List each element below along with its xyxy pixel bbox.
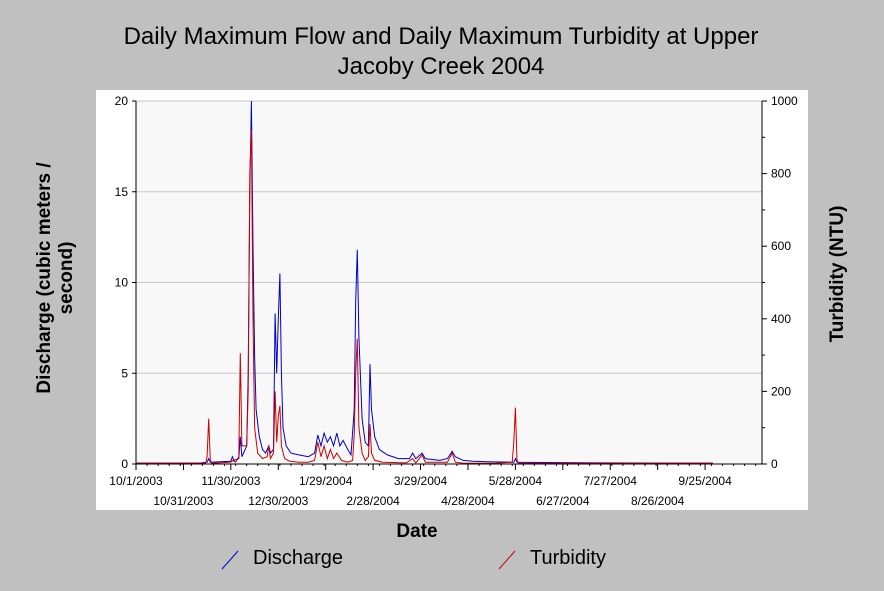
x-tick-label: 12/30/2003 [248, 494, 308, 508]
series-layer [136, 100, 713, 464]
legend-discharge-swatch [221, 550, 239, 570]
x-tick-label: 7/27/2004 [584, 474, 638, 488]
x-tick-label: 9/25/2004 [678, 474, 732, 488]
x-tick-label: 6/27/2004 [536, 494, 590, 508]
y-right-tick-label: 1000 [771, 94, 798, 108]
y-right-tick-label: 0 [771, 457, 778, 471]
y-right-tick-label: 200 [771, 384, 791, 398]
y-right-tick-label: 600 [771, 239, 791, 253]
y-axis-right-label: Turbidity (NTU) [827, 206, 848, 343]
x-tick-label: 5/28/2004 [489, 474, 543, 488]
y-axis-left-label-line2: second) [56, 242, 77, 315]
chart-title-line2: Jacoby Creek 2004 [338, 53, 545, 80]
legend-turbidity-label: Turbidity [530, 547, 606, 569]
legend-discharge-label: Discharge [253, 547, 343, 569]
chart-title-line1: Daily Maximum Flow and Daily Maximum Tur… [124, 23, 759, 50]
y-left-tick-label: 15 [115, 185, 129, 199]
x-tick-label: 4/28/2004 [441, 494, 495, 508]
y-left-tick-label: 10 [115, 276, 129, 290]
x-tick-label: 8/26/2004 [631, 494, 685, 508]
x-tick-label: 10/31/2003 [153, 494, 213, 508]
y-axis-left-label: Discharge (cubic meters / second) [34, 162, 77, 394]
legend-turbidity-swatch [498, 550, 516, 570]
x-tick-label: 2/28/2004 [346, 494, 400, 508]
y-right-tick-label: 800 [771, 167, 791, 181]
x-axis-label: Date [396, 521, 437, 542]
series-line-turbidity [136, 129, 713, 464]
x-tick-label: 11/30/2003 [201, 474, 260, 488]
y-right-tick-label: 400 [771, 312, 791, 326]
y-left-tick-label: 5 [121, 366, 128, 380]
x-tick-label: 1/29/2004 [299, 474, 353, 488]
axes [132, 100, 767, 470]
y-left-tick-label: 0 [121, 457, 128, 471]
x-tick-label: 10/1/2003 [109, 474, 163, 488]
y-axis-left-label-line1: Discharge (cubic meters / [34, 162, 55, 394]
legend: Discharge Turbidity [221, 547, 606, 570]
y-left-tick-label: 20 [115, 94, 129, 108]
x-tick-label: 3/29/2004 [394, 474, 448, 488]
